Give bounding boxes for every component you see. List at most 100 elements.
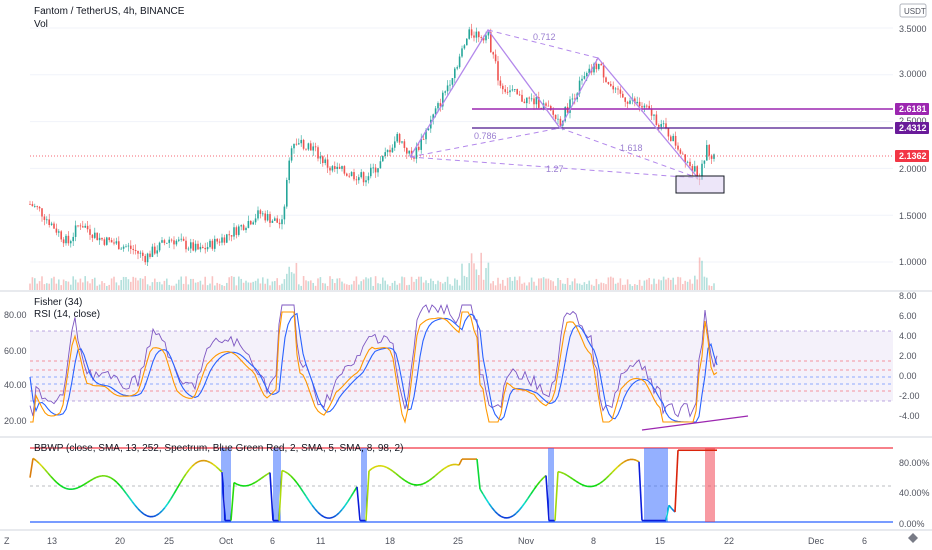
volume-bar (658, 279, 660, 290)
candle-body (578, 80, 581, 94)
volume-bar (557, 277, 559, 290)
volume-bar (46, 283, 48, 290)
candle-body (130, 245, 132, 249)
fisher-tick-m2: -2.00 (899, 391, 920, 401)
bbwp-segment (341, 505, 346, 511)
bbwp-segment (476, 459, 481, 490)
bbwp-segment (554, 471, 559, 521)
bbwp-segment (392, 470, 397, 475)
volume-bar (679, 277, 682, 290)
harmonic-pattern[interactable] (409, 28, 699, 179)
bbwp-segment (356, 486, 361, 521)
candle-body (550, 106, 552, 111)
volume-bar (240, 278, 242, 290)
bbwp-segment (623, 459, 628, 463)
bbwp-segment (92, 476, 97, 480)
bbwp-segment (344, 500, 349, 507)
candle-body (60, 231, 62, 240)
volume-bar (374, 276, 377, 290)
candle-body (382, 155, 384, 162)
candle-body (643, 105, 646, 108)
time-axis[interactable]: Z 13 20 25 Oct 6 11 18 25 Nov 8 15 22 De… (0, 529, 932, 546)
candle-body (451, 78, 454, 85)
candle-body (173, 240, 175, 245)
target-zone-box[interactable] (675, 175, 725, 194)
price-tick-2500: 2.5000 (899, 116, 927, 126)
candle-body (406, 147, 408, 154)
time-tick-nov: Nov (518, 536, 535, 546)
price-axis[interactable]: USDT 3.5000 3.0000 2.5000 2.0000 1.5000 … (893, 0, 932, 290)
bbwp-segment (320, 514, 325, 518)
fisher-rsi-panel[interactable]: Fisher (34) RSI (14, close) 80.00 60.00 … (4, 291, 920, 431)
price-tick-2000: 2.0000 (899, 164, 927, 174)
bbwp-segment (668, 504, 673, 510)
rsi-divergence-line[interactable] (641, 415, 749, 431)
volume-bar (533, 281, 535, 290)
bbwp-segment (395, 473, 400, 477)
volume-bar (130, 281, 132, 290)
volume-bar (624, 284, 626, 290)
time-tick-oct: Oct (219, 536, 234, 546)
volume-bar (209, 283, 211, 290)
candle-body (480, 37, 482, 38)
volume-bar (665, 279, 667, 290)
volume-bar (98, 284, 101, 290)
bbwp-segment (479, 488, 484, 495)
bbwp-segment (263, 473, 268, 478)
price-panel[interactable]: 0.712 0.786 1.618 1.27 Fantom / TetherUS… (0, 0, 893, 290)
volume-bar (576, 283, 578, 290)
candle-body (302, 139, 305, 149)
zoom-icon[interactable]: Z (4, 536, 10, 546)
volume-bar (55, 283, 58, 290)
bbwp-segment (557, 470, 562, 474)
bbwp-segment (431, 475, 436, 480)
bbwp-segment (290, 475, 295, 480)
bbwp-segment (134, 504, 139, 510)
bbwp-segment (386, 466, 391, 470)
candle-body (670, 136, 672, 142)
volume-bar (418, 276, 420, 290)
symbol-title: Fantom / TetherUS, 4h, BINANCE (34, 6, 185, 17)
candle-body (214, 238, 216, 249)
candle-body (338, 166, 341, 169)
candle-body (626, 101, 629, 104)
fisher-tick-2: 2.00 (899, 351, 917, 361)
bbwp-segment (80, 483, 85, 487)
volume-bar (473, 263, 475, 290)
candle-body (473, 35, 475, 38)
bbwp-segment (404, 479, 409, 484)
candle-body (422, 139, 425, 140)
volume-bar (648, 277, 650, 290)
bbwp-segment (596, 482, 601, 486)
bbwp-segment (488, 503, 493, 509)
volume-bar (67, 281, 70, 290)
candle-body (204, 247, 206, 250)
candle-body (499, 80, 502, 86)
candle-body (120, 248, 122, 250)
candle-body (154, 246, 156, 254)
volume-bar (554, 285, 557, 290)
volume-bar (403, 277, 406, 290)
volume-bar (437, 280, 439, 290)
volume-bar (53, 276, 55, 290)
bbwp-segment (86, 480, 91, 484)
bbwp-segment (332, 514, 337, 518)
bbwp-segment (254, 479, 259, 484)
candle-body (655, 114, 658, 125)
volume-bar (216, 282, 218, 290)
time-tick-6b: 6 (862, 536, 867, 546)
volume-bar (384, 280, 386, 290)
settings-gear-icon[interactable] (908, 533, 918, 543)
volume-bar (305, 280, 307, 290)
bbwp-panel[interactable]: BBWP (close, SMA, 13, 252, Spectrum, Blu… (29, 443, 930, 529)
volume-bar (617, 282, 619, 290)
pattern-label-0786: 0.786 (474, 131, 497, 141)
candle-body (617, 88, 619, 90)
volume-bar (122, 276, 125, 290)
currency-badge[interactable] (899, 3, 927, 18)
bbwp-segment (35, 459, 40, 464)
time-tick-20: 20 (115, 536, 125, 546)
bbwp-segment (329, 516, 334, 519)
volume-bar (504, 285, 506, 290)
